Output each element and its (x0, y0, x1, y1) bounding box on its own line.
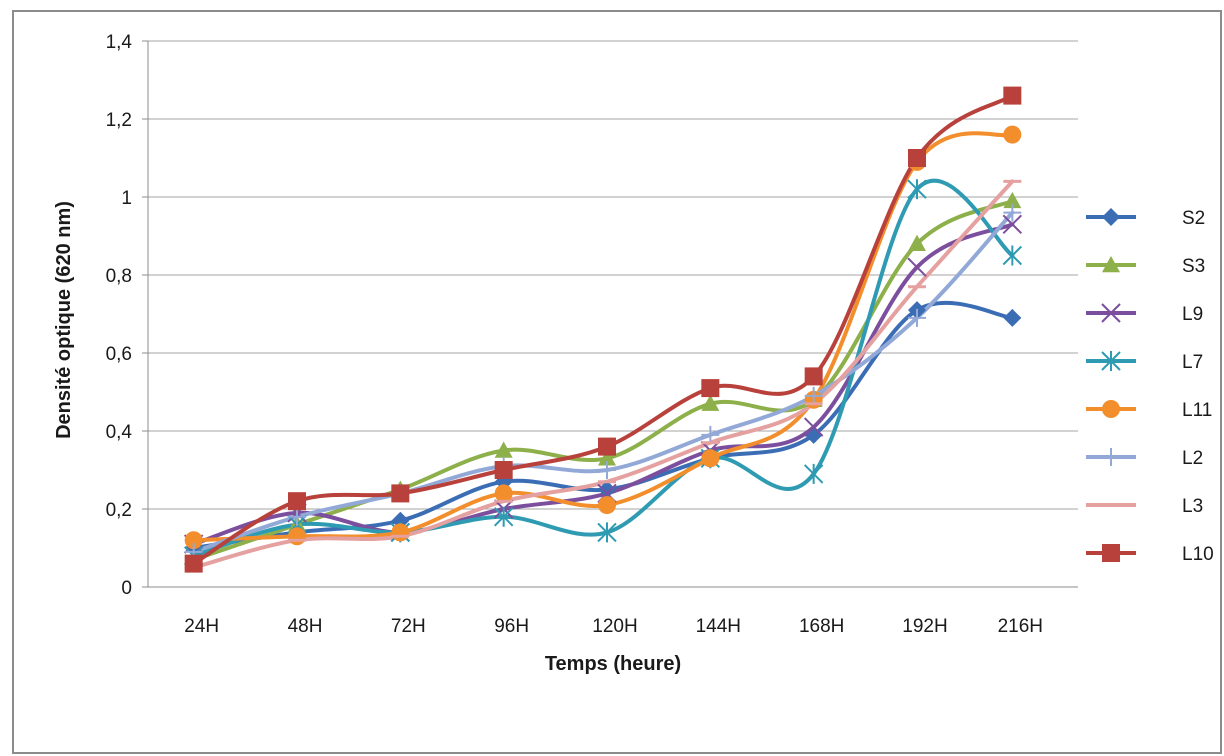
data-point-l7 (597, 522, 617, 543)
y-axis-title: Densité optique (620 nm) (53, 201, 75, 439)
x-axis-title: Temps (heure) (545, 653, 681, 675)
data-point-l9 (907, 257, 927, 277)
y-tick-label: 0 (121, 578, 132, 599)
gridlines (142, 40, 1078, 588)
x-axis-ticks: 24H 48H 72H 96H 120H 144H 168H 192H 216H (184, 616, 1043, 637)
x-tick-label: 120H (592, 616, 637, 637)
y-tick-label: 1,4 (106, 32, 133, 53)
marker-stroke (1002, 214, 1023, 235)
series-line-s3 (191, 198, 1015, 562)
legend-marker-l11 (1102, 400, 1120, 418)
legend-label-l3: L3 (1182, 496, 1203, 517)
marker-stroke (803, 417, 824, 437)
marker-stroke (1101, 303, 1121, 323)
data-point-l10 (1003, 86, 1022, 105)
data-point-l11 (1003, 125, 1022, 144)
data-point-s2 (1003, 308, 1022, 327)
legend-label-l9: L9 (1182, 304, 1203, 325)
data-point-l10 (701, 379, 720, 398)
data-point-l10 (184, 554, 203, 573)
data-point-l7 (907, 179, 927, 200)
y-tick-label: 0,2 (106, 500, 132, 521)
data-point-l11 (184, 531, 203, 550)
y-tick-label: 1 (121, 188, 132, 209)
data-point-l7 (803, 463, 824, 484)
data-point-l11 (701, 449, 720, 468)
legend-marker-s2 (1102, 208, 1120, 226)
data-point-l10 (598, 437, 616, 456)
legend-label-l10: L10 (1182, 544, 1214, 565)
y-axis-ticks: 0 0,2 0,4 0,6 0,8 1 1,2 1,4 (106, 32, 133, 599)
data-point-l2 (701, 425, 720, 444)
data-point-l10 (494, 461, 513, 479)
legend-label-l11: L11 (1182, 400, 1212, 421)
data-point-l10 (391, 484, 410, 503)
data-point-l2 (288, 507, 306, 526)
x-tick-label: 216H (998, 616, 1043, 637)
y-tick-label: 0,8 (106, 266, 132, 287)
x-tick-label: 96H (494, 616, 529, 637)
data-point-s3 (494, 441, 513, 458)
y-tick-label: 0,4 (106, 422, 133, 443)
series-line-l10 (191, 93, 1015, 566)
data-point-l9 (803, 417, 824, 437)
data-point-l11 (288, 527, 306, 546)
legend-label-s2: S2 (1182, 208, 1205, 229)
y-tick-label: 0,6 (106, 344, 132, 365)
legend-marker-l9 (1101, 303, 1121, 323)
x-tick-label: 24H (184, 616, 219, 637)
data-point-l2 (598, 461, 616, 479)
data-point-s2 (598, 480, 616, 499)
x-tick-label: 192H (902, 616, 947, 637)
data-point-l2 (908, 308, 926, 327)
data-point-l2 (1003, 203, 1022, 222)
data-point-l7 (1002, 245, 1023, 266)
data-point-s3 (908, 234, 926, 251)
legend-marker-l2 (1102, 448, 1120, 466)
series-markers (183, 86, 1023, 573)
series-line-l7 (191, 178, 1015, 558)
y-tick-label: 1,2 (106, 110, 132, 131)
x-tick-label: 168H (799, 616, 844, 637)
data-point-l10 (908, 149, 926, 167)
data-point-l10 (288, 492, 306, 511)
legend-marker-l7 (1101, 351, 1121, 371)
data-point-l9 (1002, 214, 1023, 235)
data-point-l11 (598, 496, 616, 515)
data-point-l11 (391, 523, 410, 542)
marker-stroke (907, 257, 927, 277)
legend-label-l7: L7 (1182, 352, 1203, 373)
data-point-l2 (804, 386, 823, 405)
legend-label-l2: L2 (1182, 448, 1203, 469)
data-point-s3 (701, 394, 720, 411)
data-point-l7 (493, 506, 514, 527)
data-point-s3 (1003, 191, 1022, 209)
x-tick-label: 144H (696, 616, 741, 637)
x-tick-label: 72H (391, 616, 426, 637)
legend-marker-s3 (1102, 256, 1120, 273)
data-point-s3 (598, 449, 616, 466)
x-tick-label: 48H (288, 616, 323, 637)
data-point-l10 (804, 367, 823, 386)
legend: S2 S3 L9 L7 L11 L2 L3 L10 (1086, 208, 1214, 565)
legend-label-s3: S3 (1182, 256, 1205, 277)
data-point-l11 (494, 484, 513, 503)
legend-marker-l10 (1102, 544, 1120, 562)
series-line-l9 (191, 222, 1015, 547)
